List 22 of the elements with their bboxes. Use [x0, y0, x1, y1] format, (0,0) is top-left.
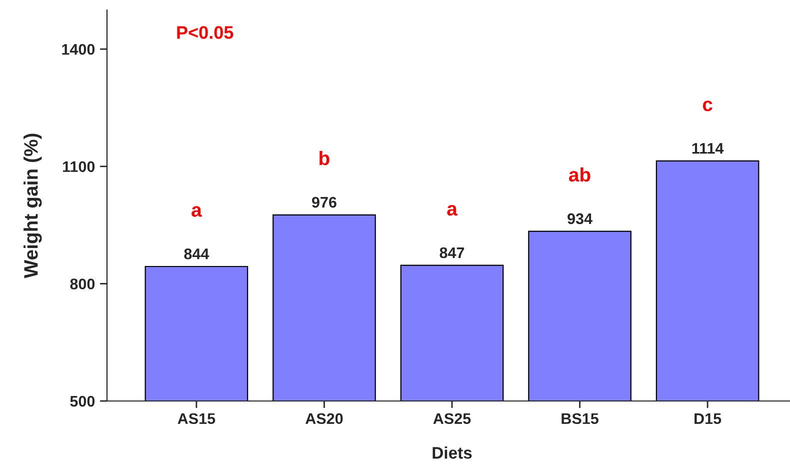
x-tick-label: BS15 — [562, 413, 598, 424]
data-label: 847 — [440, 247, 464, 258]
annotation: a — [192, 206, 202, 217]
y-axis-title: Weight gain (%) — [24, 134, 42, 278]
y-tick-label: 500 — [70, 396, 95, 407]
data-label: 934 — [568, 213, 592, 224]
annotation: b — [320, 150, 330, 166]
x-tick-label: AS20 — [305, 413, 343, 424]
y-tick-label: 1100 — [63, 161, 95, 172]
annotation: a — [447, 204, 458, 216]
x-tick-label: D15 — [694, 413, 722, 424]
y-tick-label: 1400 — [62, 44, 95, 55]
annotation: c — [702, 100, 712, 112]
data-label: 844 — [184, 248, 210, 260]
data-label: 976 — [312, 196, 336, 208]
x-axis-title: Diets — [432, 446, 472, 459]
y-tick-label: 800 — [70, 278, 95, 290]
annotation: ab — [569, 167, 590, 182]
annotation: P<0.05 — [177, 26, 234, 39]
x-tick-label: AS25 — [433, 413, 471, 424]
x-tick-label: AS15 — [178, 413, 216, 424]
data-label: 1114 — [692, 143, 724, 154]
